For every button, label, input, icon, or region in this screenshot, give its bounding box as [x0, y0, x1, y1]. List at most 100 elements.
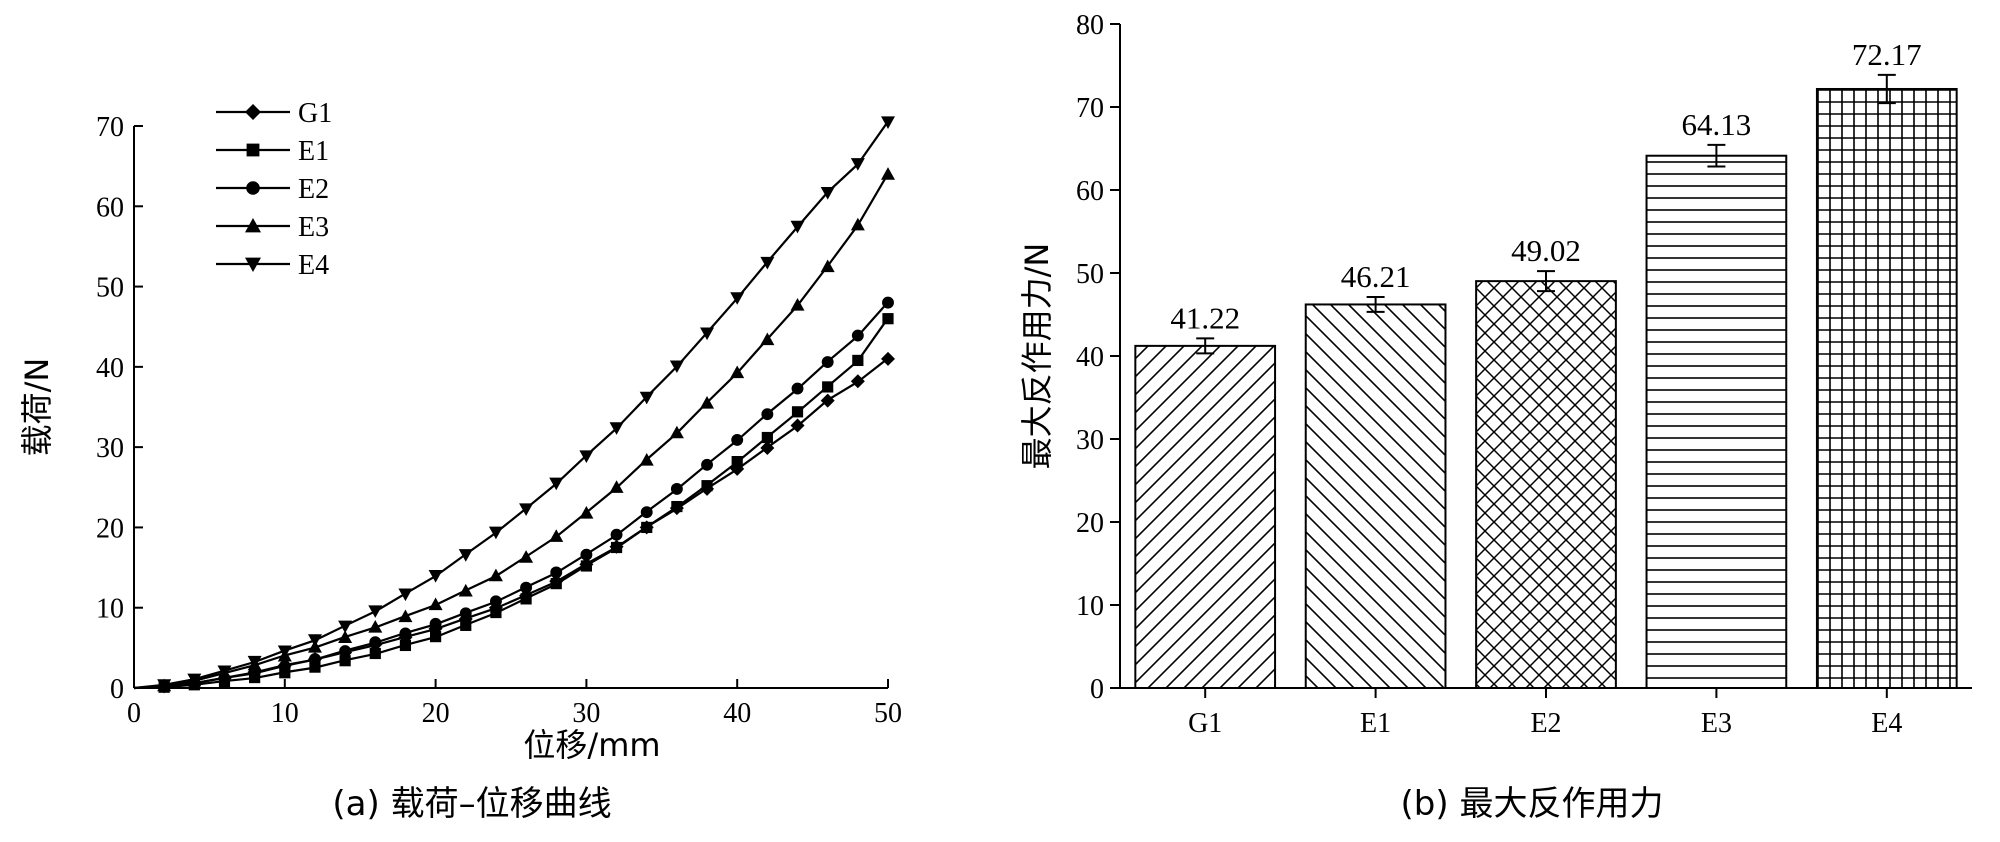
legend-label: E3 [298, 212, 329, 243]
data-point-E4 [639, 391, 654, 405]
bar-value-label: 46.21 [1341, 259, 1411, 294]
data-point-E3 [338, 630, 353, 644]
data-point-E2 [640, 506, 653, 519]
left-caption: (a) 载荷–位移曲线 [332, 784, 611, 824]
series-E3 [133, 167, 895, 692]
data-point-E2 [731, 433, 744, 446]
data-point-E3 [730, 365, 745, 379]
bar-rect-E2 [1475, 280, 1617, 689]
data-point-E2 [670, 482, 683, 495]
data-point-E2 [550, 566, 563, 579]
series-line-E2 [133, 301, 889, 690]
data-point-E3 [820, 259, 835, 273]
bar-E3: 64.13 [1645, 107, 1788, 689]
right-y-tick-label: 20 [1076, 508, 1104, 539]
data-point-E2 [339, 645, 352, 658]
series-line-E1 [133, 317, 889, 690]
bar-value-label: 72.17 [1852, 37, 1922, 72]
bar-group: 41.22 46.21 49.02 64.13 72.17 [1134, 37, 1958, 689]
left-x-tick-label: 40 [723, 698, 751, 729]
data-point-E3 [700, 395, 715, 409]
data-point-E1 [309, 661, 321, 673]
legend-marker-E4 [245, 257, 261, 272]
category-label: E1 [1360, 708, 1391, 739]
bar-rect-E4 [1815, 87, 1958, 689]
data-point-E2 [882, 296, 894, 309]
right-y-tick-label: 70 [1076, 93, 1104, 124]
left-y-tick-label: 20 [96, 513, 124, 544]
data-point-E3 [549, 529, 564, 542]
data-point-E3 [669, 425, 684, 439]
data-point-E1 [761, 431, 773, 444]
data-point-E3 [881, 167, 895, 180]
data-point-E4 [217, 665, 232, 679]
left-y-tick-label: 30 [96, 433, 124, 464]
data-point-E2 [520, 581, 533, 594]
data-point-E2 [309, 653, 321, 666]
data-point-E3 [428, 597, 443, 611]
data-point-E1 [339, 655, 351, 667]
series-line-E4 [133, 120, 889, 690]
load-displacement-chart: 0 10 20 30 40 50 0 10 20 30 40 50 60 70 位移/mm 载荷/N G1… [18, 98, 902, 824]
legend-item-E4: E4 [216, 250, 329, 281]
data-point-E2 [791, 382, 804, 395]
data-point-E1 [490, 606, 502, 619]
data-point-E2 [580, 548, 593, 561]
right-axis-ticks: 0 10 20 30 40 50 60 70 80 G1 E1 E2 E3 E4 [1076, 10, 1902, 739]
data-point-E4 [428, 570, 443, 583]
data-point-E2 [821, 356, 834, 368]
data-point-E4 [669, 360, 684, 374]
bar-value-label: 64.13 [1682, 107, 1752, 142]
bar-E4: 72.17 [1815, 37, 1958, 689]
data-point-E1 [279, 667, 291, 679]
category-label: G1 [1188, 708, 1222, 739]
data-point-E2 [610, 528, 623, 541]
left-x-tick-label: 50 [874, 698, 902, 729]
legend-item-E3: E3 [216, 212, 329, 243]
data-point-E4 [790, 220, 805, 234]
data-point-E4 [307, 634, 322, 647]
legend-marker-G1 [245, 104, 261, 120]
category-label: E3 [1701, 708, 1732, 739]
left-axis-ticks: 0 10 20 30 40 50 0 10 20 30 40 50 60 70 [96, 112, 902, 729]
right-y-tick-label: 40 [1076, 342, 1104, 373]
data-point-E1 [731, 455, 743, 468]
data-point-E4 [247, 655, 262, 669]
left-y-axis-label: 载荷/N [18, 358, 56, 457]
data-point-G1 [881, 351, 895, 366]
bar-value-label: 49.02 [1511, 233, 1581, 268]
legend-marker-E2 [246, 181, 260, 195]
max-reaction-force-chart: 41.22 46.21 49.02 64.13 72.17 0 10 20 30 40 50 60 7… [1018, 10, 1972, 824]
data-point-E4 [850, 158, 865, 171]
right-y-axis-label: 最大反作用力/N [1018, 243, 1056, 470]
bar-E1: 46.21 [1304, 259, 1447, 689]
data-point-G1 [850, 374, 865, 389]
left-x-tick-label: 0 [127, 698, 141, 729]
data-point-E2 [851, 329, 864, 342]
data-point-E1 [822, 381, 834, 393]
data-point-E4 [488, 526, 503, 540]
right-caption: (b) 最大反作用力 [1401, 784, 1664, 824]
left-x-tick-label: 10 [271, 698, 299, 729]
data-point-E4 [820, 187, 835, 200]
data-point-E2 [278, 660, 291, 673]
data-point-E3 [488, 568, 503, 582]
data-point-E4 [368, 605, 383, 618]
left-x-tick-label: 20 [422, 698, 450, 729]
data-point-E4 [609, 422, 624, 435]
legend-marker-E3 [245, 218, 261, 233]
data-point-E4 [277, 645, 292, 659]
data-point-E1 [580, 560, 592, 572]
right-y-tick-label: 50 [1076, 259, 1104, 290]
bar-G1: 41.22 [1134, 300, 1277, 689]
data-point-E3 [760, 332, 775, 346]
data-point-E3 [850, 217, 865, 231]
legend-label: G1 [298, 98, 332, 129]
series-E2 [133, 296, 894, 693]
data-point-E2 [459, 607, 472, 620]
data-point-E4 [519, 503, 534, 516]
data-point-E1 [882, 313, 894, 325]
data-point-E1 [369, 647, 381, 660]
data-point-E1 [671, 500, 683, 513]
